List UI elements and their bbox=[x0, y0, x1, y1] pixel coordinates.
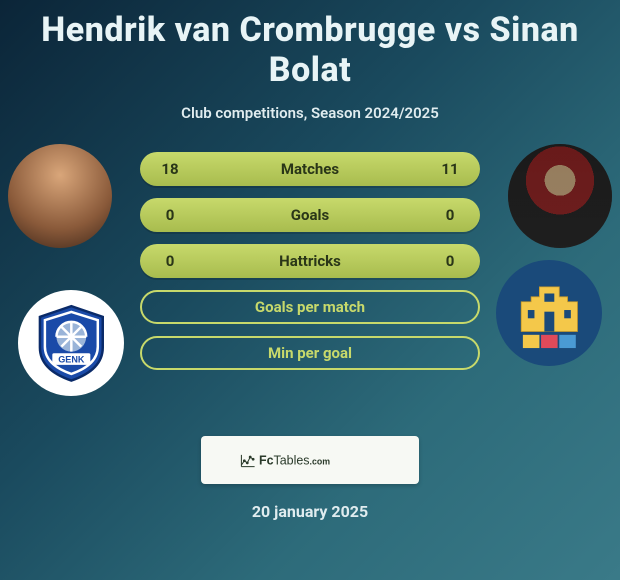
stat-label: Hattricks bbox=[186, 252, 434, 270]
westerlo-crest-icon bbox=[508, 272, 591, 355]
stat-right-value: 0 bbox=[434, 206, 466, 224]
player-left-avatar bbox=[8, 144, 112, 248]
stat-label: Matches bbox=[186, 160, 434, 178]
stat-row-goals-per-match: Goals per match bbox=[140, 290, 480, 324]
stat-label: Min per goal bbox=[188, 344, 432, 362]
stat-row-hattricks: 0 Hattricks 0 bbox=[140, 244, 480, 278]
player-right-avatar bbox=[508, 144, 612, 248]
stat-left-value: 18 bbox=[154, 160, 186, 178]
genk-shield-icon: GENK bbox=[30, 302, 113, 385]
stat-row-min-per-goal: Min per goal bbox=[140, 336, 480, 370]
footer-date: 20 january 2025 bbox=[0, 502, 620, 521]
stat-left-value: 0 bbox=[154, 252, 186, 270]
stat-row-matches: 18 Matches 11 bbox=[140, 152, 480, 186]
club-left-badge: GENK bbox=[18, 290, 124, 396]
svg-text:FcTables.com: FcTables.com bbox=[259, 453, 330, 467]
stat-left-value: 0 bbox=[154, 206, 186, 224]
fctables-logo-icon: FcTables.com bbox=[237, 449, 384, 471]
stat-label: Goals per match bbox=[188, 298, 432, 316]
stat-right-value: 11 bbox=[434, 160, 466, 178]
svg-text:GENK: GENK bbox=[58, 354, 85, 364]
subtitle: Club competitions, Season 2024/2025 bbox=[0, 104, 620, 122]
stat-label: Goals bbox=[186, 206, 434, 224]
page-title: Hendrik van Crombrugge vs Sinan Bolat bbox=[0, 0, 620, 90]
comparison-panel: GENK 18 Matches 11 0 Goals 0 0 Hattricks bbox=[0, 152, 620, 412]
stats-bars: 18 Matches 11 0 Goals 0 0 Hattricks 0 Go… bbox=[140, 152, 480, 370]
attribution-badge: FcTables.com bbox=[201, 436, 419, 484]
club-right-badge bbox=[496, 260, 602, 366]
stat-row-goals: 0 Goals 0 bbox=[140, 198, 480, 232]
stat-right-value: 0 bbox=[434, 252, 466, 270]
